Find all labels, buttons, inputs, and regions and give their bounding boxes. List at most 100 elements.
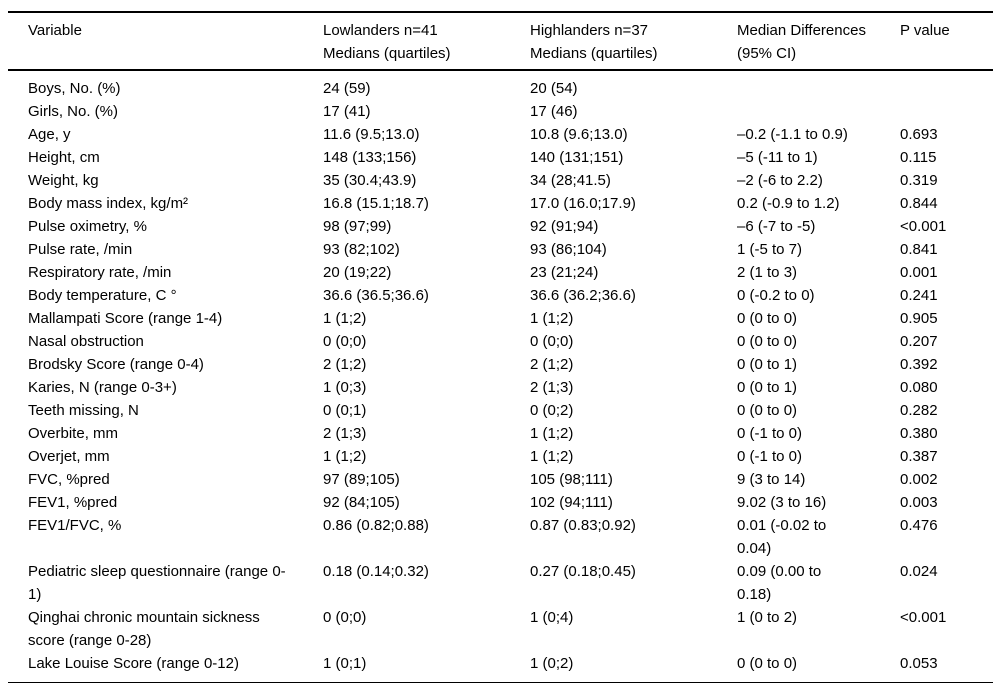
table-row: Body mass index, kg/m² 16.8 (15.1;18.7) 17… (8, 192, 993, 215)
column-header-label: Median Differences (737, 22, 866, 39)
column-header-label: Highlanders n=37 (530, 22, 649, 39)
cell-median_difference (737, 100, 900, 123)
cell-lowlanders: 2 (1;2) (323, 356, 367, 373)
cell-median_difference: 0.01 (-0.02 to 0.04) (737, 517, 827, 557)
cell-lowlanders: 0 (0;0) (323, 609, 367, 626)
cell-p_value: 0.693 (900, 126, 938, 143)
cell-lowlanders: 148 (133;156) (323, 149, 417, 166)
cell-highlanders: 140 (131;151) (530, 149, 624, 166)
cell-median_difference: –0.2 (-1.1 to 0.9) (737, 126, 848, 143)
cell-lowlanders: 1 (0;1) (323, 655, 367, 672)
cell-p_value (900, 100, 993, 123)
column-header-label: Variable (28, 22, 82, 39)
cell-p_value: 0.841 (900, 241, 938, 258)
cell-lowlanders: 17 (41) (323, 103, 371, 120)
cell-variable: FEV1, %pred (28, 494, 118, 511)
cell-median_difference: 0.09 (0.00 to 0.18) (737, 563, 822, 603)
column-header-lowlanders: Lowlanders n=41 Medians (quartiles) (323, 12, 530, 71)
cell-median_difference (737, 70, 900, 100)
table-row: Weight, kg 35 (30.4;43.9) 34 (28;41.5) –2 (… (8, 169, 993, 192)
column-header-sublabel: (95% CI) (737, 45, 797, 62)
cell-p_value: <0.001 (900, 218, 947, 235)
header-row: Variable Lowlanders n=41 Medians (quarti… (8, 12, 993, 71)
cell-lowlanders: 0.18 (0.14;0.32) (323, 563, 429, 580)
cell-highlanders: 92 (91;94) (530, 218, 599, 235)
cell-median_difference: 0 (0 to 0) (737, 333, 798, 350)
cell-variable: Teeth missing, N (28, 402, 139, 419)
table-row: Age, y 11.6 (9.5;13.0) 10.8 (9.6;13.0) –0.2… (8, 123, 993, 146)
cell-highlanders: 17 (46) (530, 103, 578, 120)
cell-p_value: 0.024 (900, 563, 938, 580)
table-row: Body temperature, C ° 36.6 (36.5;36.6) 36.… (8, 284, 993, 307)
cell-median_difference: 0 (-1 to 0) (737, 425, 803, 442)
cell-variable: Nasal obstruction (28, 333, 144, 350)
cell-lowlanders: 35 (30.4;43.9) (323, 172, 417, 189)
cell-median_difference: 0 (-0.2 to 0) (737, 287, 815, 304)
cell-highlanders: 36.6 (36.2;36.6) (530, 287, 636, 304)
table-row: Nasal obstruction 0 (0;0) 0 (0;0) 0 (0 to 0… (8, 330, 993, 353)
table-row: Overbite, mm 2 (1;3) 1 (1;2) 0 (-1 to 0) 0.3… (8, 422, 993, 445)
table-row: Pediatric sleep questionnaire (range 0-1… (8, 560, 993, 606)
cell-lowlanders: 0 (0;1) (323, 402, 367, 419)
cell-median_difference: 0.2 (-0.9 to 1.2) (737, 195, 840, 212)
cell-highlanders: 1 (0;2) (530, 655, 574, 672)
cell-p_value: 0.003 (900, 494, 938, 511)
cell-variable: Mallampati Score (range 1-4) (28, 310, 223, 327)
table-container: Variable Lowlanders n=41 Medians (quarti… (8, 11, 993, 683)
cell-lowlanders: 1 (1;2) (323, 310, 367, 327)
cell-variable: Girls, No. (%) (28, 103, 118, 120)
cell-lowlanders: 1 (1;2) (323, 448, 367, 465)
table-row: FEV1/FVC, % 0.86 (0.82;0.88) 0.87 (0.83;0.… (8, 514, 993, 560)
table-body: Boys, No. (%) 24 (59) 20 (54) Girls, No. (%… (8, 70, 993, 683)
column-header-label: P value (900, 22, 950, 39)
cell-variable: Overbite, mm (28, 425, 119, 442)
table-row: Respiratory rate, /min 20 (19;22) 23 (21;2… (8, 261, 993, 284)
cell-median_difference: 0 (0 to 0) (737, 402, 798, 419)
table-row: Mallampati Score (range 1-4) 1 (1;2) 1 (1;… (8, 307, 993, 330)
table-row: Brodsky Score (range 0-4) 2 (1;2) 2 (1;2) 0… (8, 353, 993, 376)
cell-p_value: 0.115 (900, 149, 937, 166)
cell-variable: FVC, %pred (28, 471, 110, 488)
cell-median_difference: –5 (-11 to 1) (737, 149, 818, 166)
cell-highlanders: 0 (0;0) (530, 333, 574, 350)
table-row: Overjet, mm 1 (1;2) 1 (1;2) 0 (-1 to 0) 0.38… (8, 445, 993, 468)
column-header-median-differences: Median Differences (95% CI) (737, 12, 900, 71)
table-row: FEV1, %pred 92 (84;105) 102 (94;111) 9.02 (… (8, 491, 993, 514)
cell-lowlanders: 16.8 (15.1;18.7) (323, 195, 429, 212)
cell-p_value: 0.207 (900, 333, 938, 350)
cell-p_value: 0.241 (900, 287, 938, 304)
cell-lowlanders: 2 (1;3) (323, 425, 367, 442)
table-row: Karies, N (range 0-3+) 1 (0;3) 2 (1;3) 0 (0… (8, 376, 993, 399)
cell-p_value: 0.053 (900, 655, 938, 672)
table-row: Girls, No. (%) 17 (41) 17 (46) (8, 100, 993, 123)
cell-p_value: <0.001 (900, 609, 947, 626)
cell-p_value: 0.080 (900, 379, 938, 396)
cell-lowlanders: 11.6 (9.5;13.0) (323, 126, 420, 143)
table-header: Variable Lowlanders n=41 Medians (quarti… (8, 12, 993, 71)
cell-variable: Respiratory rate, /min (28, 264, 172, 281)
cell-highlanders: 10.8 (9.6;13.0) (530, 126, 628, 143)
cell-p_value: 0.319 (900, 172, 938, 189)
cell-median_difference: 0 (0 to 1) (737, 356, 798, 373)
cell-p_value: 0.392 (900, 356, 938, 373)
table-row: Lake Louise Score (range 0-12) 1 (0;1) 1 (… (8, 652, 993, 683)
cell-highlanders: 0.27 (0.18;0.45) (530, 563, 636, 580)
cell-highlanders: 0 (0;2) (530, 402, 574, 419)
cell-highlanders: 1 (1;2) (530, 448, 574, 465)
column-header-sublabel: Medians (quartiles) (323, 45, 451, 62)
cell-highlanders: 23 (21;24) (530, 264, 599, 281)
column-header-p-value: P value (900, 12, 993, 71)
cell-lowlanders: 92 (84;105) (323, 494, 400, 511)
cell-highlanders: 1 (0;4) (530, 609, 574, 626)
cell-lowlanders: 97 (89;105) (323, 471, 400, 488)
cell-variable: Brodsky Score (range 0-4) (28, 356, 204, 373)
table-row: Boys, No. (%) 24 (59) 20 (54) (8, 70, 993, 100)
cell-p_value: 0.905 (900, 310, 938, 327)
cell-p_value: 0.476 (900, 517, 938, 534)
cell-highlanders: 0.87 (0.83;0.92) (530, 517, 636, 534)
cell-variable: Pulse oximetry, % (28, 218, 147, 235)
cell-median_difference: 1 (-5 to 7) (737, 241, 803, 258)
cell-p_value: 0.380 (900, 425, 938, 442)
table-row: Pulse rate, /min 93 (82;102) 93 (86;104) 1 … (8, 238, 993, 261)
